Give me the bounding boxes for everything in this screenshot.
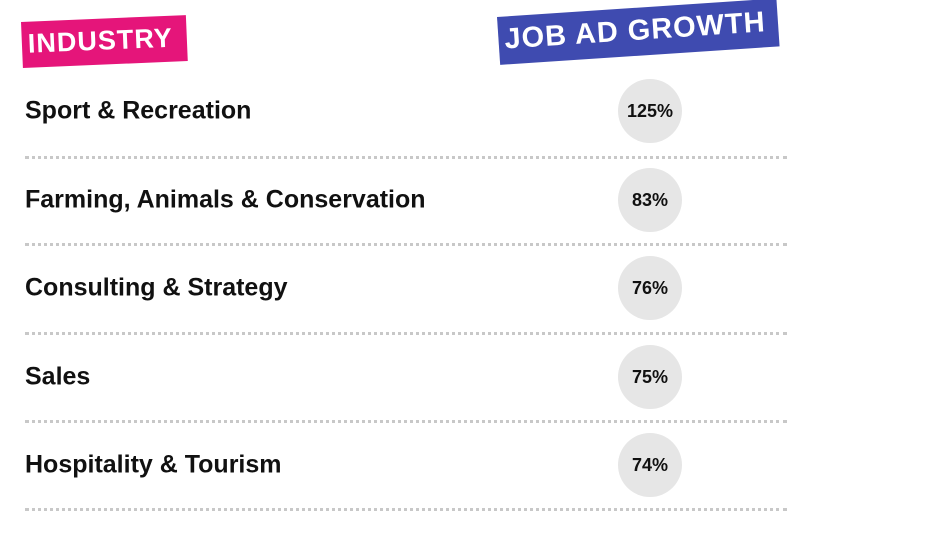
industry-column-header: INDUSTRY xyxy=(21,15,188,68)
row-divider xyxy=(25,508,787,511)
industry-label: Farming, Animals & Conservation xyxy=(25,185,426,214)
table-row: Sales 75% xyxy=(25,345,787,409)
growth-badge: 125% xyxy=(618,79,682,143)
growth-badge: 74% xyxy=(618,433,682,497)
row-divider xyxy=(25,243,787,246)
row-divider xyxy=(25,420,787,423)
table-row: Sport & Recreation 125% xyxy=(25,79,787,143)
row-divider xyxy=(25,156,787,159)
growth-badge: 76% xyxy=(618,256,682,320)
table-row: Consulting & Strategy 76% xyxy=(25,256,787,320)
industry-label: Sport & Recreation xyxy=(25,96,252,125)
job-ad-growth-column-header: JOB AD GROWTH xyxy=(497,0,780,65)
industry-label: Sales xyxy=(25,362,91,391)
table-row: Farming, Animals & Conservation 83% xyxy=(25,168,787,232)
industry-label: Consulting & Strategy xyxy=(25,273,288,302)
table-row: Hospitality & Tourism 74% xyxy=(25,433,787,497)
industry-label: Hospitality & Tourism xyxy=(25,450,282,479)
row-divider xyxy=(25,332,787,335)
growth-badge: 75% xyxy=(618,345,682,409)
growth-badge: 83% xyxy=(618,168,682,232)
